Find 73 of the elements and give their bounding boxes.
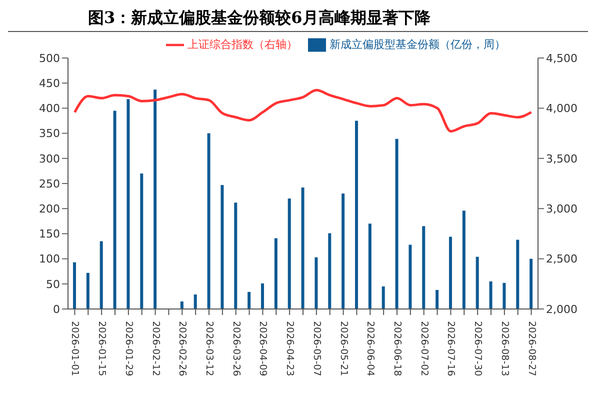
bar	[489, 281, 492, 309]
y-tick-label: 100	[39, 252, 60, 266]
legend-label: 上证综合指数（右轴）	[188, 38, 298, 52]
y-tick-label: 350	[39, 127, 60, 140]
y2-tick-label: 2,500	[546, 252, 578, 266]
bar	[126, 99, 130, 309]
legend-label: 新成立偏股型基金份额（亿份，周）	[330, 38, 506, 52]
x-tick-label: 2026-03-12	[204, 321, 214, 376]
bar	[530, 258, 533, 309]
bar	[234, 202, 238, 309]
y2-tick-label: 2,000	[546, 302, 578, 316]
bar	[408, 244, 412, 309]
y-tick-label: 400	[39, 102, 60, 116]
bar	[154, 90, 157, 309]
bar	[248, 292, 251, 309]
bar	[301, 188, 304, 309]
y-tick-label: 50	[46, 278, 60, 291]
x-tick-label: 2026-02-12	[150, 321, 161, 376]
bar	[368, 224, 372, 309]
bar	[342, 194, 345, 309]
y-tick-label: 250	[39, 177, 60, 190]
line-series	[73, 88, 533, 133]
bar	[395, 138, 398, 309]
y-tick-label: 150	[39, 228, 60, 241]
bar	[502, 282, 506, 309]
bar	[140, 173, 144, 309]
bar	[207, 133, 210, 309]
chart-title: 图3：新成立偏股基金份额较6月高峰期显著下降	[8, 8, 588, 32]
bar	[449, 236, 452, 309]
x-tick-label: 2026-02-26	[176, 321, 188, 376]
x-tick-label: 2026-01-29	[122, 321, 134, 376]
x-tick-label: 2026-08-27	[526, 321, 537, 376]
bar	[436, 290, 439, 309]
x-tick-label: 2026-07-02	[418, 321, 430, 376]
bar	[274, 238, 278, 309]
bar	[288, 198, 291, 309]
y-tick-label: 500	[39, 52, 60, 65]
x-tick-label: 2026-04-09	[257, 321, 268, 376]
bar	[73, 262, 76, 309]
bar	[220, 185, 224, 309]
bar	[516, 240, 520, 309]
y-tick-label: 450	[39, 77, 60, 90]
bar	[180, 301, 184, 309]
bar	[328, 233, 332, 309]
y2-tick-label: 4,500	[546, 52, 578, 65]
x-tick-label: 2026-06-18	[392, 321, 402, 376]
y-tick-label: 300	[39, 152, 60, 166]
x-tick-label: 2026-06-04	[364, 321, 376, 376]
bar	[113, 110, 116, 309]
x-tick-label: 2026-05-21	[338, 321, 349, 376]
x-tick-label: 2026-01-15	[96, 321, 108, 376]
x-tick-label: 2026-07-16	[445, 321, 456, 376]
y2-tick-label: 4,000	[546, 102, 578, 116]
bar	[194, 294, 197, 309]
bar	[462, 210, 466, 309]
y-tick-label: 0	[53, 302, 60, 316]
bar	[86, 272, 90, 309]
x-tick-label: 2026-07-30	[472, 321, 484, 376]
bar	[355, 120, 358, 309]
bar	[382, 286, 385, 309]
bar	[261, 283, 264, 309]
x-tick-label: 2026-08-13	[498, 321, 510, 376]
y2-tick-label: 3,000	[546, 202, 578, 216]
bar	[100, 241, 103, 309]
y-tick-label: 200	[39, 202, 60, 216]
x-tick-label: 2026-05-07	[310, 321, 322, 376]
bar	[422, 226, 426, 309]
x-tick-label: 2026-01-01	[69, 321, 80, 376]
x-tick-label: 2026-04-23	[284, 321, 296, 376]
x-tick-label: 2026-03-26	[230, 321, 242, 376]
bar	[476, 256, 479, 309]
bar	[314, 257, 318, 309]
y2-tick-label: 3,500	[546, 152, 578, 166]
